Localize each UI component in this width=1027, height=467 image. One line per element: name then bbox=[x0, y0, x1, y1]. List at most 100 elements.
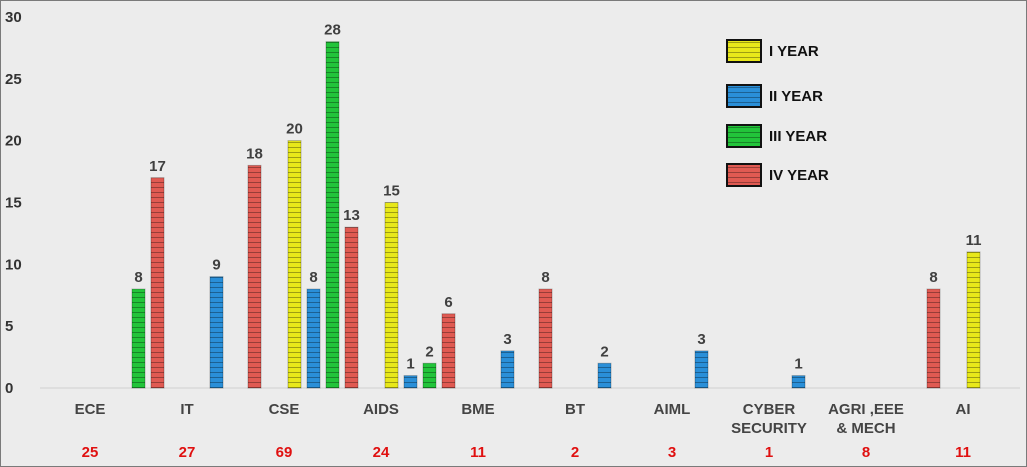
category-total: 1 bbox=[765, 444, 773, 461]
data-label: 20 bbox=[286, 121, 303, 138]
category-label: IT bbox=[180, 401, 193, 418]
category-label: ECE bbox=[75, 401, 106, 418]
bar-stripes bbox=[288, 140, 301, 388]
y-tick-label: 20 bbox=[5, 133, 22, 150]
y-tick-label: 15 bbox=[5, 195, 22, 212]
data-label: 17 bbox=[149, 158, 166, 175]
category-total: 2 bbox=[571, 444, 579, 461]
y-tick-label: 25 bbox=[5, 71, 22, 88]
data-label: 2 bbox=[600, 343, 608, 360]
bar-stripes bbox=[967, 251, 980, 388]
y-axis: 0 5 10 15 20 25 30 bbox=[5, 9, 22, 397]
legend-item: II YEAR bbox=[726, 84, 823, 108]
legend-swatch-stripes bbox=[728, 41, 760, 61]
category-total: 11 bbox=[470, 444, 486, 461]
category-label-line: AIDS bbox=[363, 401, 399, 418]
data-label: 1 bbox=[406, 356, 414, 373]
category-label-line: ECE bbox=[75, 401, 106, 418]
category-label: AIML bbox=[654, 401, 691, 418]
legend-item: III YEAR bbox=[726, 124, 827, 148]
category-total: 25 bbox=[82, 444, 99, 461]
bar-stripes bbox=[442, 313, 455, 388]
bar bbox=[247, 164, 262, 389]
data-label: 6 bbox=[444, 294, 452, 311]
data-label: 28 bbox=[324, 22, 341, 39]
bar bbox=[325, 41, 340, 389]
category-total: 69 bbox=[276, 444, 293, 461]
bar bbox=[287, 140, 302, 389]
bar-stripes bbox=[132, 289, 145, 388]
data-label: 8 bbox=[929, 269, 937, 286]
legend-swatch-stripes bbox=[728, 126, 760, 146]
bar bbox=[209, 276, 224, 389]
data-label: 8 bbox=[134, 269, 142, 286]
category-label: CYBER SECURITY bbox=[731, 401, 807, 437]
category-total: 11 bbox=[955, 444, 971, 461]
data-label: 8 bbox=[541, 269, 549, 286]
legend: I YEAR II YEAR III YEAR IV YEAR bbox=[726, 39, 829, 187]
bar-stripes bbox=[404, 375, 417, 388]
bar bbox=[384, 202, 399, 389]
legend-label: I YEAR bbox=[769, 43, 819, 60]
category-label-line: CYBER bbox=[743, 401, 796, 418]
bar-stripes bbox=[792, 375, 805, 388]
totals-group: 25 27 69 24 11 2 3 1 8 11 bbox=[82, 444, 971, 461]
bar bbox=[597, 362, 612, 389]
data-label: 9 bbox=[212, 257, 220, 274]
data-label: 1 bbox=[794, 356, 802, 373]
category-label-line: AGRI ,EEE bbox=[828, 401, 904, 418]
bars-group bbox=[131, 41, 981, 389]
category-label-line: AIML bbox=[654, 401, 691, 418]
bar-stripes bbox=[326, 41, 339, 388]
category-label-line: BT bbox=[565, 401, 585, 418]
legend-item: IV YEAR bbox=[726, 163, 829, 187]
y-tick-label: 5 bbox=[5, 318, 13, 335]
data-label: 11 bbox=[966, 232, 982, 249]
data-label: 3 bbox=[697, 331, 705, 348]
bar bbox=[306, 288, 321, 389]
data-label: 15 bbox=[383, 183, 400, 200]
bar bbox=[150, 177, 165, 389]
bar-stripes bbox=[423, 363, 436, 388]
category-label: AGRI ,EEE & MECH bbox=[828, 401, 904, 437]
y-tick-label: 0 bbox=[5, 380, 13, 397]
bar-stripes bbox=[539, 289, 552, 388]
bar-stripes bbox=[695, 350, 708, 388]
y-tick-label: 10 bbox=[5, 256, 22, 273]
legend-label: IV YEAR bbox=[769, 167, 829, 184]
bar bbox=[441, 313, 456, 389]
bar-stripes bbox=[210, 276, 223, 388]
bar bbox=[926, 288, 941, 389]
bar-stripes bbox=[248, 165, 261, 388]
legend-swatch-stripes bbox=[728, 165, 760, 185]
category-label-line: SECURITY bbox=[731, 420, 807, 437]
bar bbox=[966, 251, 981, 389]
bar-stripes bbox=[345, 227, 358, 388]
category-total: 27 bbox=[179, 444, 196, 461]
category-label: BT bbox=[565, 401, 585, 418]
y-tick-label: 30 bbox=[5, 9, 22, 26]
data-label: 2 bbox=[425, 343, 433, 360]
legend-item: I YEAR bbox=[726, 39, 819, 63]
bar-stripes bbox=[927, 289, 940, 388]
category-label: AIDS bbox=[363, 401, 399, 418]
bar bbox=[694, 350, 709, 389]
legend-label: III YEAR bbox=[769, 128, 827, 145]
category-label-line: CSE bbox=[269, 401, 300, 418]
category-total: 3 bbox=[668, 444, 676, 461]
category-label-line: & MECH bbox=[836, 420, 895, 437]
bar-stripes bbox=[151, 177, 164, 388]
category-labels-group: ECE IT CSE AIDS BME BT AIML CYBER SECURITY AGRI ,… bbox=[75, 401, 971, 437]
bar-stripes bbox=[501, 350, 514, 388]
legend-swatch-stripes bbox=[728, 86, 760, 106]
category-total: 24 bbox=[373, 444, 390, 461]
data-label: 8 bbox=[309, 269, 317, 286]
bar bbox=[791, 375, 806, 389]
category-label: BME bbox=[461, 401, 494, 418]
category-total: 8 bbox=[862, 444, 870, 461]
bar-stripes bbox=[307, 289, 320, 388]
